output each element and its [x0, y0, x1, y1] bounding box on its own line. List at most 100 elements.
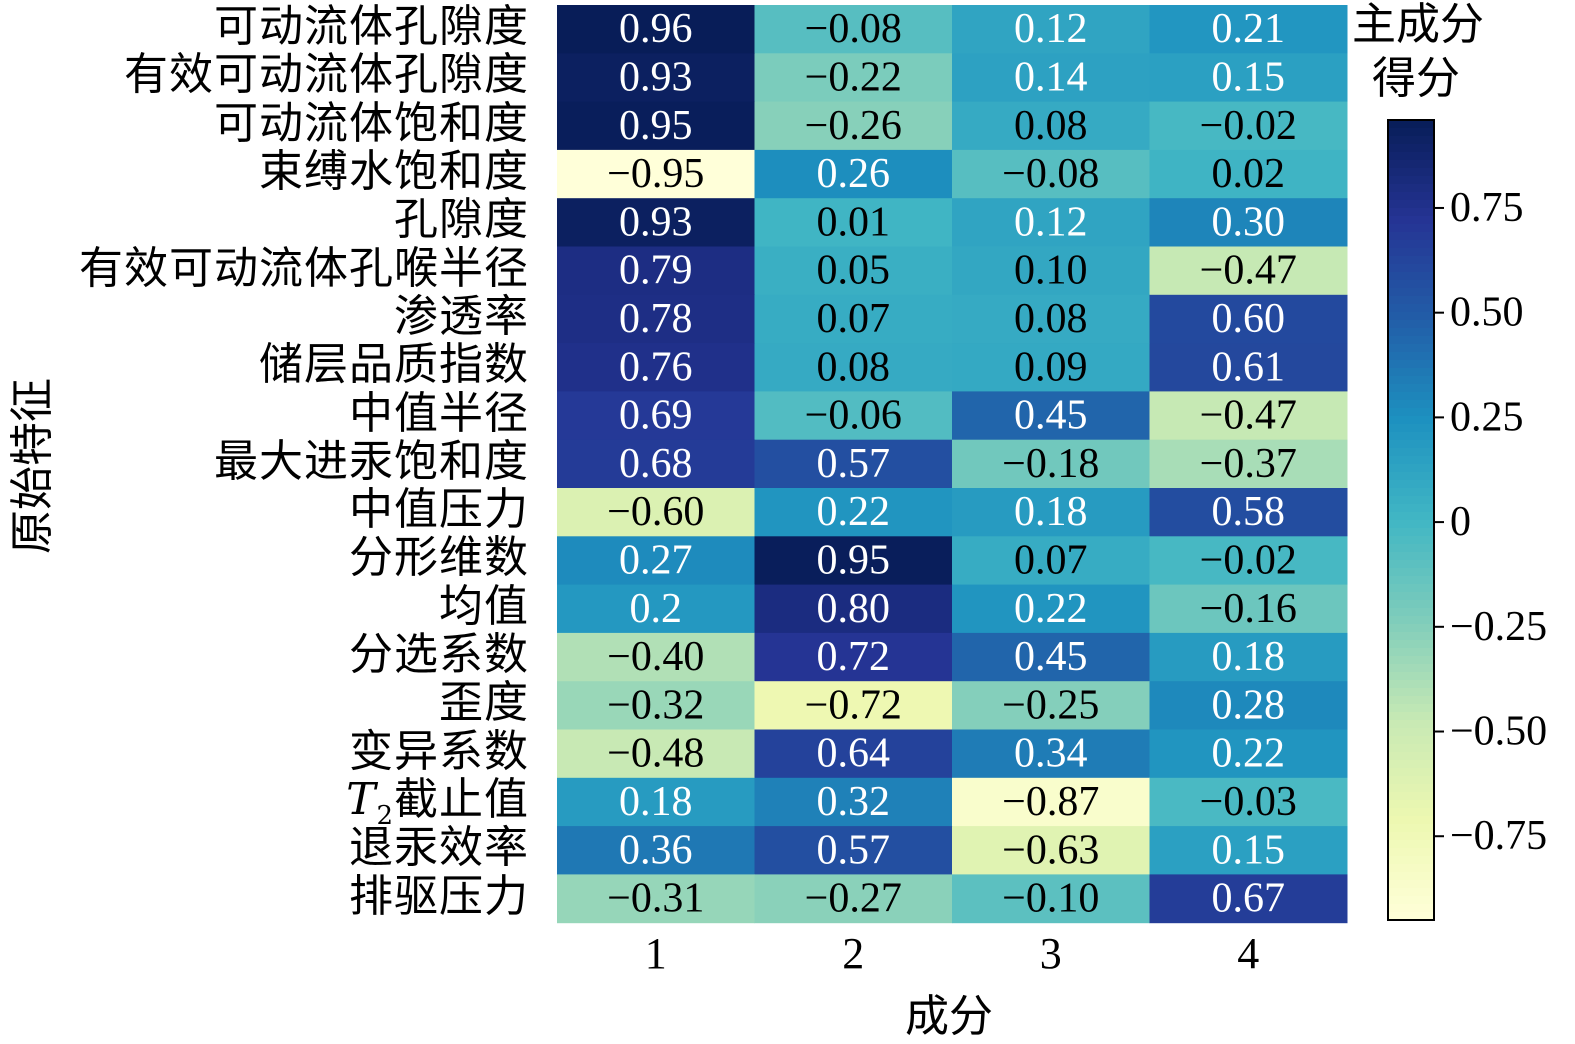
row-label-text: 可动流体孔隙度: [214, 1, 529, 53]
heatmap-cell: [1149, 874, 1348, 924]
colorbar-segment: [1388, 304, 1434, 313]
cell-value-label: 0.27: [619, 537, 693, 583]
cell-value-label: −0.08: [1002, 151, 1099, 197]
row-label: 可动流体孔隙度: [214, 3, 529, 51]
cell-value-label: 0.68: [619, 441, 693, 487]
row-label-text: 可动流体饱和度: [214, 97, 529, 149]
colorbar-segment: [1388, 520, 1434, 529]
cell-value-label: 0.95: [817, 537, 891, 583]
cell-value-label: −0.95: [607, 151, 704, 197]
row-label: 中值半径: [349, 389, 529, 438]
heatmap-cell: [754, 632, 953, 682]
colorbar-title-line2: 得分: [1372, 53, 1460, 104]
cell-value-label: 0.18: [1014, 489, 1088, 535]
cell-value-label: 0.93: [619, 199, 693, 245]
cell-value-label: 0.01: [817, 199, 891, 245]
heatmap-cell: [952, 439, 1150, 489]
heatmap-cell: [557, 632, 755, 682]
row-label-text: 截止值: [394, 773, 529, 825]
colorbar-segment: [1388, 864, 1434, 873]
cell-value-label: −0.87: [1002, 779, 1099, 825]
cell-value-label: −0.18: [1002, 441, 1099, 487]
cell-value-label: 0.60: [1212, 296, 1286, 342]
heatmap-cell: [1149, 777, 1348, 827]
colorbar-segment: [1388, 552, 1434, 561]
colorbar-segment: [1388, 216, 1434, 225]
heatmap-cell: [754, 101, 953, 151]
column-label: 4: [1237, 929, 1260, 978]
colorbar-segment: [1388, 400, 1434, 409]
colorbar-segment: [1388, 472, 1434, 481]
colorbar-segment: [1388, 248, 1434, 257]
heatmap-cell: [557, 149, 755, 199]
colorbar-segment: [1388, 832, 1434, 841]
heatmap-cell: [754, 777, 953, 827]
colorbar-segment: [1388, 752, 1434, 761]
row-label-text: 变异系数: [349, 725, 529, 777]
row-label: 中值压力: [349, 486, 529, 534]
row-label: 束缚水饱和度: [259, 148, 529, 196]
cell-value-label: 0.05: [817, 248, 891, 294]
cell-value-label: 0.12: [1014, 6, 1088, 52]
colorbar-segment: [1388, 744, 1434, 753]
colorbar-segment: [1388, 616, 1434, 625]
colorbar-segment: [1388, 296, 1434, 305]
row-label-text: 均值: [439, 580, 529, 632]
colorbar-segment: [1388, 176, 1434, 185]
colorbar-segment: [1388, 912, 1434, 921]
heatmap-cell: [754, 53, 953, 103]
heatmap-cell: [557, 584, 755, 634]
colorbar-segment: [1388, 544, 1434, 553]
heatmap-cell: [1149, 632, 1348, 682]
colorbar-segment: [1388, 848, 1434, 857]
heatmap-cell: [1149, 149, 1348, 199]
heatmap-cell: [754, 439, 953, 489]
colorbar-segment: [1388, 336, 1434, 345]
cell-value-label: 0.07: [817, 296, 891, 342]
row-label: 歪度: [439, 679, 529, 727]
cell-value-label: −0.47: [1200, 393, 1297, 439]
row-label: 分选系数: [349, 631, 529, 679]
colorbar-segment: [1388, 840, 1434, 849]
colorbar-segment: [1388, 720, 1434, 729]
cell-value-label: −0.22: [805, 54, 902, 100]
colorbar-frame: [1387, 119, 1435, 921]
cell-value-label: 0.18: [619, 779, 693, 825]
heatmap-cell: [754, 343, 953, 392]
row-label-text: 中值压力: [349, 484, 529, 536]
row-label-text: 渗透率: [394, 290, 529, 342]
cell-value-label: 0.12: [1014, 199, 1088, 245]
cell-value-label: 0.14: [1014, 54, 1088, 100]
cell-value-label: −0.63: [1002, 827, 1099, 873]
cell-value-label: 0.57: [817, 827, 891, 873]
heatmap-cell: [754, 391, 953, 441]
colorbar-segment: [1388, 160, 1434, 169]
heatmap-cell: [952, 536, 1150, 586]
heatmap-cell: [754, 488, 953, 537]
row-label: 可动流体饱和度: [214, 97, 529, 149]
heatmap-cell: [952, 729, 1150, 779]
colorbar-segment: [1388, 640, 1434, 649]
colorbar-segment: [1388, 776, 1434, 785]
colorbar-segment: [1388, 392, 1434, 401]
cell-value-label: 0.08: [817, 344, 891, 390]
cell-value-label: 0.45: [1014, 393, 1088, 439]
cell-value-label: −0.03: [1200, 779, 1297, 825]
colorbar-segment: [1388, 624, 1434, 633]
colorbar-segment: [1388, 784, 1434, 793]
cell-value-label: 0.08: [1014, 296, 1088, 342]
heatmap-cell: [952, 5, 1150, 54]
colorbar-segment: [1388, 480, 1434, 489]
row-label: T2截止值: [346, 773, 529, 840]
colorbar-segment: [1388, 280, 1434, 289]
heatmap-cell: [952, 198, 1150, 247]
cell-value-label: −0.10: [1002, 876, 1099, 922]
colorbar-segment: [1388, 136, 1434, 145]
cell-value-label: 0.72: [817, 634, 891, 680]
colorbar-segment: [1388, 664, 1434, 673]
colorbar-segment: [1388, 168, 1434, 177]
cell-value-label: −0.08: [805, 6, 902, 52]
colorbar-segment: [1388, 872, 1434, 881]
colorbar-segment: [1388, 496, 1434, 505]
colorbar-segment: [1388, 432, 1434, 441]
